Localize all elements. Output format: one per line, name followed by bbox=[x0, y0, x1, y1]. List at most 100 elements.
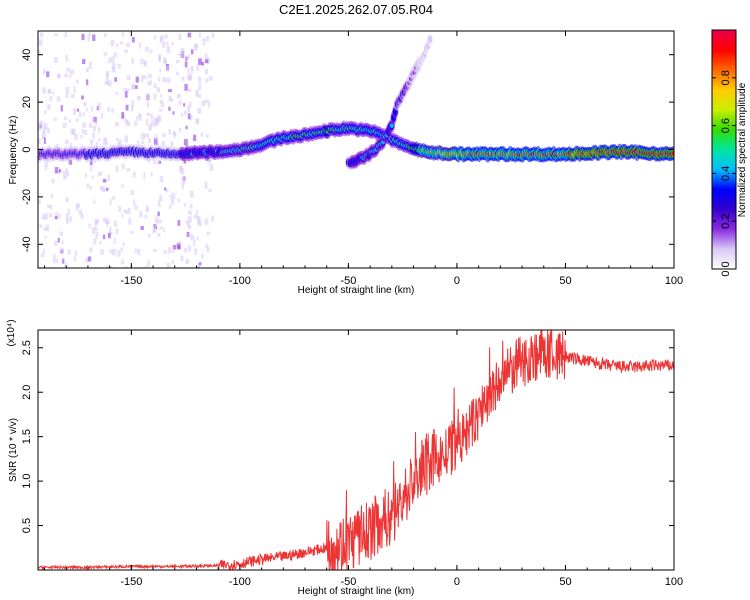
colorbar-tick-label: 0.6 bbox=[720, 118, 732, 133]
snr-frame bbox=[37, 329, 675, 571]
spectrogram-noise bbox=[66, 218, 69, 225]
spectrogram-noise bbox=[164, 187, 167, 191]
spectrogram-noise bbox=[63, 176, 67, 181]
spectrogram-noise bbox=[187, 32, 192, 38]
spectrogram-noise bbox=[46, 128, 50, 134]
spectrogram-noise bbox=[159, 226, 163, 230]
spectrogram-noise bbox=[88, 32, 91, 37]
spectrogram-noise bbox=[80, 213, 84, 219]
spectrogram-noise bbox=[153, 35, 157, 40]
spectrogram-noise bbox=[171, 98, 174, 103]
spectrogram-peak bbox=[389, 123, 394, 128]
spectrogram-noise bbox=[64, 263, 68, 268]
spectrogram-x-tick-label: 50 bbox=[559, 275, 571, 287]
spectrogram-noise bbox=[204, 181, 208, 189]
spectrogram-noise bbox=[111, 196, 116, 201]
spectrogram-noise bbox=[146, 205, 149, 212]
spectrogram-noise bbox=[52, 91, 55, 95]
spectrogram-noise bbox=[107, 106, 111, 112]
spectrogram-noise bbox=[122, 242, 125, 246]
colorbar-tick-label: 0.8 bbox=[720, 70, 732, 85]
spectrogram-noise bbox=[153, 83, 157, 89]
spectrogram-noise bbox=[61, 240, 64, 245]
spectrogram-noise bbox=[41, 135, 44, 140]
spectrogram-noise bbox=[114, 77, 118, 82]
spectrogram-noise bbox=[146, 101, 149, 108]
spectrogram-noise bbox=[190, 65, 194, 73]
spectrogram-noise bbox=[84, 173, 88, 178]
spectrogram-noise bbox=[78, 111, 82, 118]
spectrogram-noise bbox=[70, 69, 75, 75]
spectrogram-noise bbox=[71, 129, 76, 135]
spectrogram-x-tick-label: 0 bbox=[454, 275, 460, 287]
spectrogram-noise bbox=[206, 231, 210, 236]
snr-x-tick-label: -100 bbox=[229, 576, 251, 588]
spectrogram-noise bbox=[169, 204, 172, 210]
spectrogram-noise bbox=[206, 134, 209, 138]
spectrogram-noise bbox=[205, 244, 209, 248]
spectrogram-noise bbox=[62, 170, 67, 178]
spectrogram-noise bbox=[204, 218, 209, 225]
spectrogram-noise bbox=[94, 226, 98, 231]
spectrogram-noise bbox=[208, 155, 212, 162]
spectrogram-noise bbox=[89, 159, 93, 166]
spectrogram-noise bbox=[83, 129, 88, 135]
spectrogram-noise bbox=[158, 53, 162, 61]
spectrogram-noise bbox=[171, 250, 175, 254]
spectrogram-noise bbox=[87, 35, 90, 42]
spectrogram-noise bbox=[84, 258, 88, 263]
spectrogram-noise bbox=[136, 115, 139, 122]
spectrogram-noise bbox=[141, 75, 144, 83]
spectrogram-noise bbox=[137, 140, 140, 148]
spectrogram-noise bbox=[69, 216, 72, 222]
spectrogram-noise bbox=[100, 140, 104, 144]
spectrogram-noise bbox=[73, 86, 76, 93]
spectrogram-noise bbox=[108, 80, 112, 87]
spectrogram-noise bbox=[114, 122, 119, 127]
spectrogram-noise bbox=[185, 220, 189, 224]
spectrogram-noise bbox=[94, 218, 98, 226]
spectrogram-y-tick-label: -20 bbox=[21, 189, 33, 205]
spectrogram-noise bbox=[58, 169, 62, 173]
spectrogram-noise bbox=[92, 34, 96, 41]
snr-panel: -150 -100 -50 0 50 100 0.5 1.0 1.5 2.0 2.5 Height … bbox=[6, 319, 683, 597]
spectrogram-noise bbox=[64, 32, 68, 38]
spectrogram-noise bbox=[153, 93, 157, 100]
spectrogram-noise bbox=[81, 33, 85, 41]
spectrogram-noise bbox=[86, 79, 89, 86]
spectrogram-noise bbox=[181, 183, 185, 190]
spectrogram-noise bbox=[102, 217, 106, 222]
snr-background bbox=[38, 330, 674, 570]
spectrogram-noise bbox=[107, 174, 110, 182]
spectrogram-noise bbox=[176, 60, 180, 64]
spectrogram-noise bbox=[57, 73, 61, 79]
spectrogram-noise bbox=[39, 224, 43, 229]
spectrogram-noise bbox=[111, 108, 115, 113]
spectrogram-noise bbox=[131, 100, 134, 106]
spectrogram-noise bbox=[177, 52, 181, 56]
spectrogram-noise bbox=[184, 56, 188, 62]
spectrogram-noise bbox=[160, 80, 164, 87]
spectrogram-noise bbox=[164, 34, 168, 39]
spectrogram-noise bbox=[130, 230, 134, 234]
spectrogram-noise bbox=[54, 258, 59, 264]
spectrogram-noise bbox=[146, 95, 150, 101]
spectrogram-noise bbox=[190, 49, 194, 55]
spectrogram-noise bbox=[81, 128, 85, 134]
spectrogram-noise bbox=[110, 56, 115, 63]
spectrogram-noise bbox=[81, 59, 86, 65]
spectrogram-noise bbox=[68, 158, 73, 165]
spectrogram-noise bbox=[157, 159, 160, 165]
spectrogram-noise bbox=[177, 198, 181, 203]
spectrogram-noise bbox=[209, 164, 214, 172]
spectrogram-noise bbox=[44, 213, 48, 220]
spectrogram-noise bbox=[143, 171, 146, 179]
spectrogram-noise bbox=[47, 104, 51, 110]
spectrogram-noise bbox=[197, 266, 200, 268]
spectrogram-noise bbox=[106, 219, 110, 225]
spectrogram-noise bbox=[85, 67, 89, 73]
spectrogram-noise bbox=[97, 102, 101, 110]
spectrogram-noise bbox=[144, 214, 147, 219]
spectrogram-noise bbox=[93, 238, 97, 245]
